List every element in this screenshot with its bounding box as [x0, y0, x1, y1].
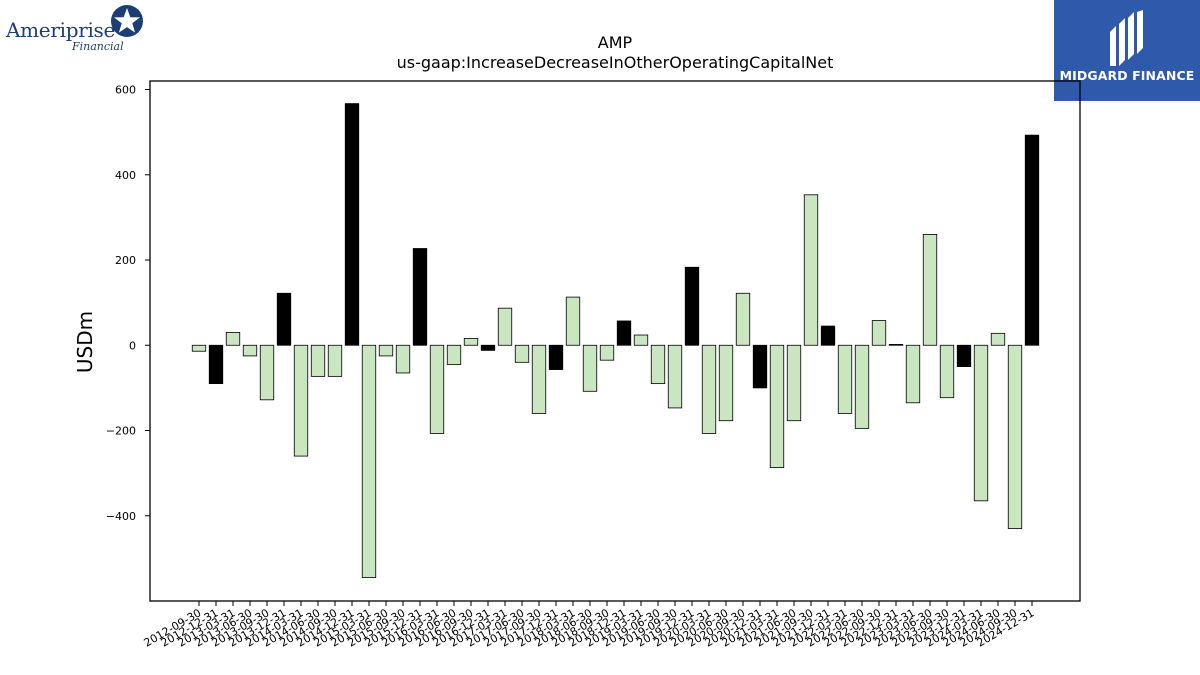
bar-2016-06-30 — [446, 344, 462, 365]
bar-2021-06-30 — [786, 344, 802, 422]
bar-2014-12-31 — [344, 103, 360, 346]
bar-2018-06-30 — [582, 344, 598, 392]
bar-2015-09-30 — [395, 344, 411, 374]
plot-frame — [149, 80, 1081, 602]
bar-2022-03-31 — [837, 344, 853, 414]
bar-2015-03-31 — [361, 344, 377, 578]
bar-2020-12-31 — [752, 344, 768, 389]
bar-2016-03-31 — [429, 344, 445, 434]
chart-title: AMP — [598, 33, 633, 52]
bar-2024-03-31 — [973, 344, 989, 502]
bar-2024-09-30 — [1007, 344, 1023, 529]
star-emblem-icon — [111, 5, 143, 37]
bar-2019-12-31 — [684, 266, 700, 346]
bar-2013-09-30 — [259, 344, 275, 401]
y-axis-label: USDm — [73, 311, 97, 373]
bar-2018-12-31 — [616, 320, 632, 346]
y-tick-label: 200 — [115, 254, 136, 267]
bar-2016-09-30 — [463, 338, 479, 346]
bar-2014-06-30 — [310, 344, 326, 377]
bar-2014-09-30 — [327, 344, 343, 377]
bar-2014-03-31 — [293, 344, 309, 457]
bar-2019-06-30 — [650, 344, 666, 385]
bar-2017-12-31 — [548, 344, 564, 370]
bar-2021-12-31 — [820, 325, 836, 346]
bar-2022-06-30 — [854, 344, 870, 429]
ameriprise-logo-text: Ameriprise — [6, 18, 116, 42]
bar-2013-03-31 — [225, 332, 241, 346]
bar-2021-03-31 — [769, 344, 785, 468]
y-tick-label: 600 — [115, 84, 136, 97]
y-tick-label: 400 — [115, 169, 136, 182]
bar-2019-03-31 — [633, 334, 649, 346]
bar-2022-09-30 — [871, 320, 887, 346]
ameriprise-logo-subtext: Financial — [72, 40, 124, 53]
bar-2016-12-31 — [480, 344, 496, 351]
bar-2017-06-30 — [514, 344, 530, 363]
bar-2012-09-30 — [191, 344, 207, 352]
ameriprise-logo: Ameriprise Financial — [4, 4, 154, 54]
bar-2024-12-31 — [1024, 134, 1040, 346]
y-tick-label: −400 — [106, 510, 136, 523]
bar-2020-06-30 — [718, 344, 734, 422]
bar-2017-03-31 — [497, 307, 513, 346]
bar-2023-06-30 — [922, 234, 938, 346]
midgard-logo-text: MIDGARD FINANCE — [1059, 68, 1195, 83]
chart-subtitle: us-gaap:IncreaseDecreaseInOtherOperating… — [397, 53, 834, 72]
midgard-finance-logo: MIDGARD FINANCE — [1054, 0, 1200, 101]
bar-2023-12-31 — [956, 344, 972, 367]
bar-2023-09-30 — [939, 344, 955, 399]
bar-2017-09-30 — [531, 344, 547, 414]
bar-2021-09-30 — [803, 194, 819, 346]
bar-2022-12-31 — [888, 344, 904, 346]
bar-2015-06-30 — [378, 344, 394, 357]
bar-2015-12-31 — [412, 248, 428, 346]
bar-2020-03-31 — [701, 344, 717, 434]
bar-2013-06-30 — [242, 344, 258, 357]
bar-2020-09-30 — [735, 292, 751, 346]
y-tick-label: 0 — [129, 339, 136, 352]
bar-2018-03-31 — [565, 296, 581, 346]
bar-2019-09-30 — [667, 344, 683, 409]
bar-2013-12-31 — [276, 292, 292, 346]
bar-2012-12-31 — [208, 344, 224, 385]
midgard-mark-icon — [1110, 10, 1143, 66]
y-tick-label: −200 — [106, 425, 136, 438]
bar-2023-03-31 — [905, 344, 921, 404]
bar-2018-09-30 — [599, 344, 615, 361]
bar-2024-06-30 — [990, 332, 1006, 346]
